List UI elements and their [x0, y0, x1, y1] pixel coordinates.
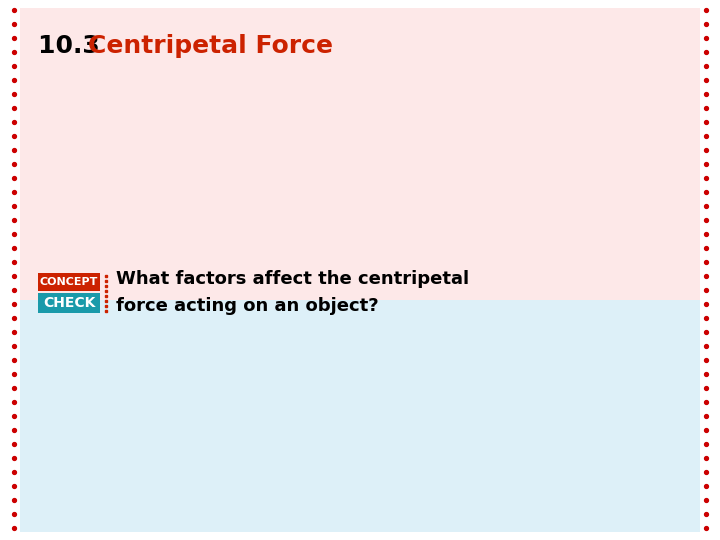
Text: Centripetal Force: Centripetal Force: [88, 34, 333, 58]
Text: What factors affect the centripetal: What factors affect the centripetal: [116, 270, 469, 288]
Text: 10.3: 10.3: [38, 34, 109, 58]
Bar: [38, 273, 100, 291]
Text: CHECK: CHECK: [42, 296, 95, 310]
Bar: [20, 8, 700, 300]
Text: force acting on an object?: force acting on an object?: [116, 297, 379, 315]
Text: CONCEPT: CONCEPT: [40, 277, 98, 287]
Bar: [38, 293, 100, 313]
Bar: [20, 300, 700, 532]
